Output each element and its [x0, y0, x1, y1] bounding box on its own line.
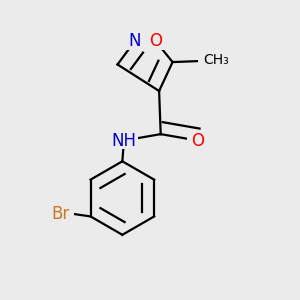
Text: NH: NH — [112, 131, 136, 149]
Bar — [198, 52, 230, 69]
Bar — [145, 32, 166, 50]
Text: O: O — [149, 32, 162, 50]
Text: CH₃: CH₃ — [203, 53, 229, 68]
Bar — [124, 32, 145, 50]
Text: N: N — [128, 32, 141, 50]
Bar — [46, 205, 74, 223]
Bar — [110, 132, 137, 149]
Text: O: O — [191, 131, 204, 149]
Text: Br: Br — [51, 205, 69, 223]
Bar — [187, 132, 208, 149]
